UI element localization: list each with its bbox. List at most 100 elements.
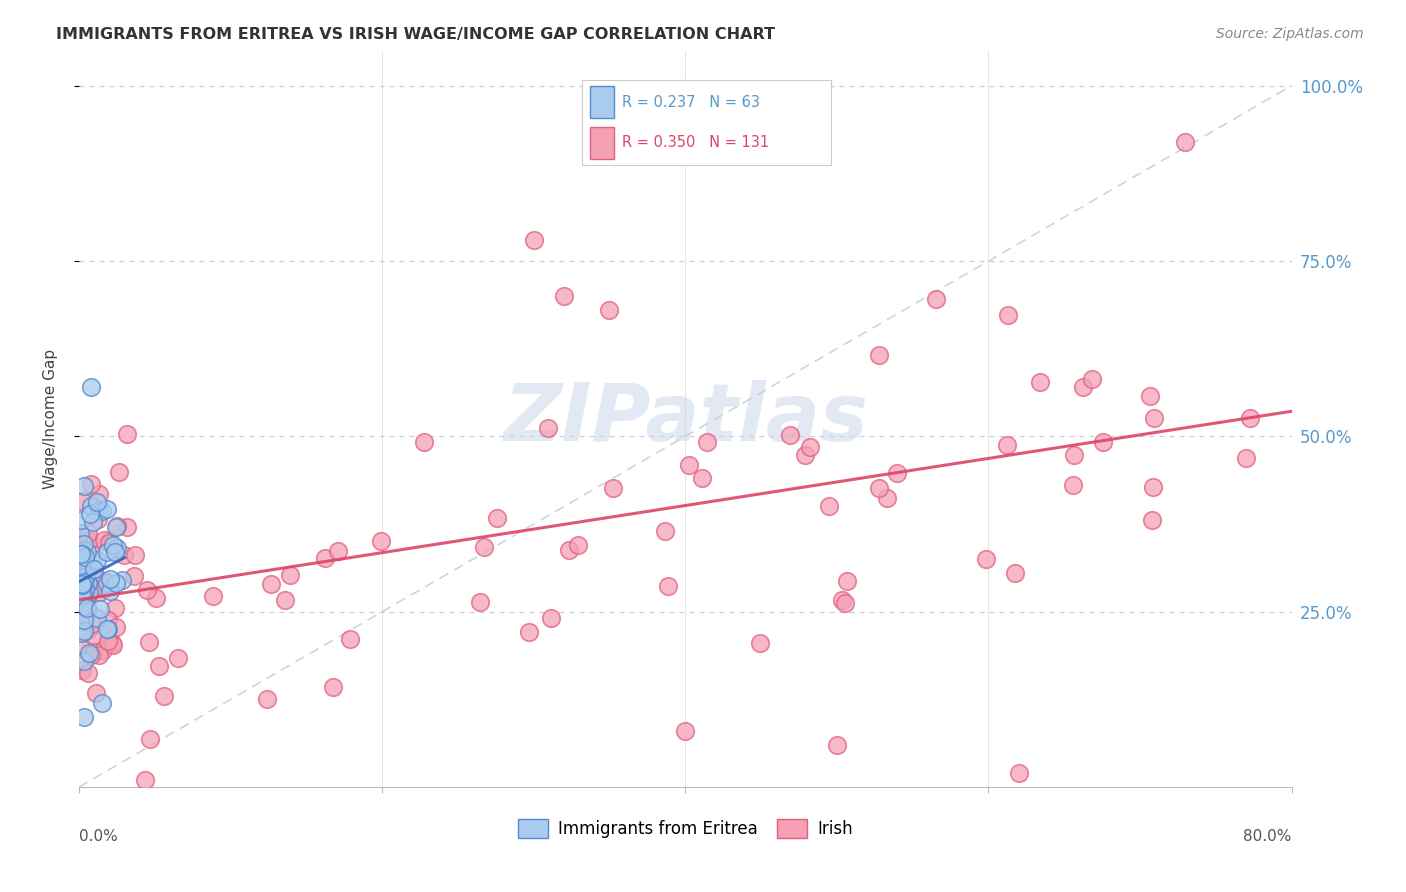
Point xyxy=(837,574,859,588)
Point xyxy=(1143,411,1166,425)
Point xyxy=(77,525,100,540)
Point xyxy=(76,603,98,617)
Point xyxy=(97,622,120,636)
Point xyxy=(70,584,93,599)
Point xyxy=(696,434,718,449)
Point xyxy=(84,570,107,584)
Point xyxy=(474,541,496,555)
Point xyxy=(76,576,98,591)
Point xyxy=(105,541,128,555)
Point xyxy=(110,574,132,588)
Point xyxy=(1080,372,1102,386)
Point xyxy=(82,581,104,595)
Text: Source: ZipAtlas.com: Source: ZipAtlas.com xyxy=(1216,27,1364,41)
Point xyxy=(98,534,121,549)
Point xyxy=(73,613,96,627)
Point xyxy=(72,494,94,508)
Point xyxy=(73,541,96,555)
Point xyxy=(101,638,124,652)
Point xyxy=(75,561,97,575)
Point xyxy=(468,595,491,609)
Point xyxy=(673,723,696,738)
Point xyxy=(69,558,91,573)
Point xyxy=(567,538,589,552)
Point xyxy=(70,536,93,550)
Point xyxy=(69,572,91,586)
Point xyxy=(70,558,93,573)
Point xyxy=(70,641,93,656)
Point xyxy=(79,581,101,595)
Point xyxy=(134,773,156,788)
Point xyxy=(72,588,94,602)
Point xyxy=(105,519,128,533)
Point xyxy=(1071,380,1094,394)
Point xyxy=(657,579,679,593)
Point xyxy=(314,551,336,566)
Point xyxy=(86,553,108,567)
Point xyxy=(75,550,97,565)
Point xyxy=(96,501,118,516)
Point xyxy=(70,618,93,632)
Point xyxy=(96,545,118,559)
Point xyxy=(278,567,301,582)
Point xyxy=(70,547,93,561)
Point xyxy=(75,556,97,570)
Point xyxy=(72,574,94,588)
Point xyxy=(69,525,91,540)
Point xyxy=(80,617,103,632)
Point xyxy=(76,596,98,610)
Point xyxy=(104,600,127,615)
Point xyxy=(69,589,91,603)
Point xyxy=(104,520,127,534)
Point xyxy=(70,534,93,549)
Point xyxy=(75,568,97,582)
Point xyxy=(73,552,96,566)
Point xyxy=(105,620,128,634)
Point xyxy=(97,634,120,648)
Point xyxy=(76,623,98,637)
Point xyxy=(1140,513,1163,527)
Point xyxy=(90,504,112,518)
Point xyxy=(82,515,104,529)
Point xyxy=(1139,389,1161,403)
Point xyxy=(1234,451,1257,466)
Point xyxy=(831,592,853,607)
Point xyxy=(104,544,127,558)
Point xyxy=(87,648,110,662)
Point xyxy=(602,481,624,495)
Point xyxy=(73,623,96,637)
Point xyxy=(748,636,770,650)
Point xyxy=(77,584,100,599)
Point xyxy=(70,513,93,527)
Point xyxy=(100,636,122,650)
Point xyxy=(93,574,115,588)
Point xyxy=(145,591,167,605)
Point xyxy=(87,512,110,526)
Point xyxy=(72,479,94,493)
Point xyxy=(69,614,91,628)
Point xyxy=(1174,135,1197,149)
Point xyxy=(72,624,94,639)
Point xyxy=(96,623,118,637)
Text: 0.0%: 0.0% xyxy=(79,830,118,844)
Point xyxy=(148,659,170,673)
Point xyxy=(925,292,948,306)
Point xyxy=(86,611,108,625)
Point xyxy=(96,576,118,591)
Point xyxy=(70,544,93,558)
Point xyxy=(1004,566,1026,580)
Point xyxy=(70,547,93,561)
Point xyxy=(73,582,96,597)
Point xyxy=(260,576,283,591)
Text: ZIPatlas: ZIPatlas xyxy=(503,380,868,458)
Point xyxy=(70,596,93,610)
Point xyxy=(536,421,558,435)
Point xyxy=(98,536,121,550)
Y-axis label: Wage/Income Gap: Wage/Income Gap xyxy=(44,349,58,489)
Point xyxy=(413,435,436,450)
Point xyxy=(93,581,115,595)
Point xyxy=(834,596,856,610)
Point xyxy=(799,440,821,454)
Point xyxy=(1062,478,1084,492)
Point xyxy=(825,738,848,752)
